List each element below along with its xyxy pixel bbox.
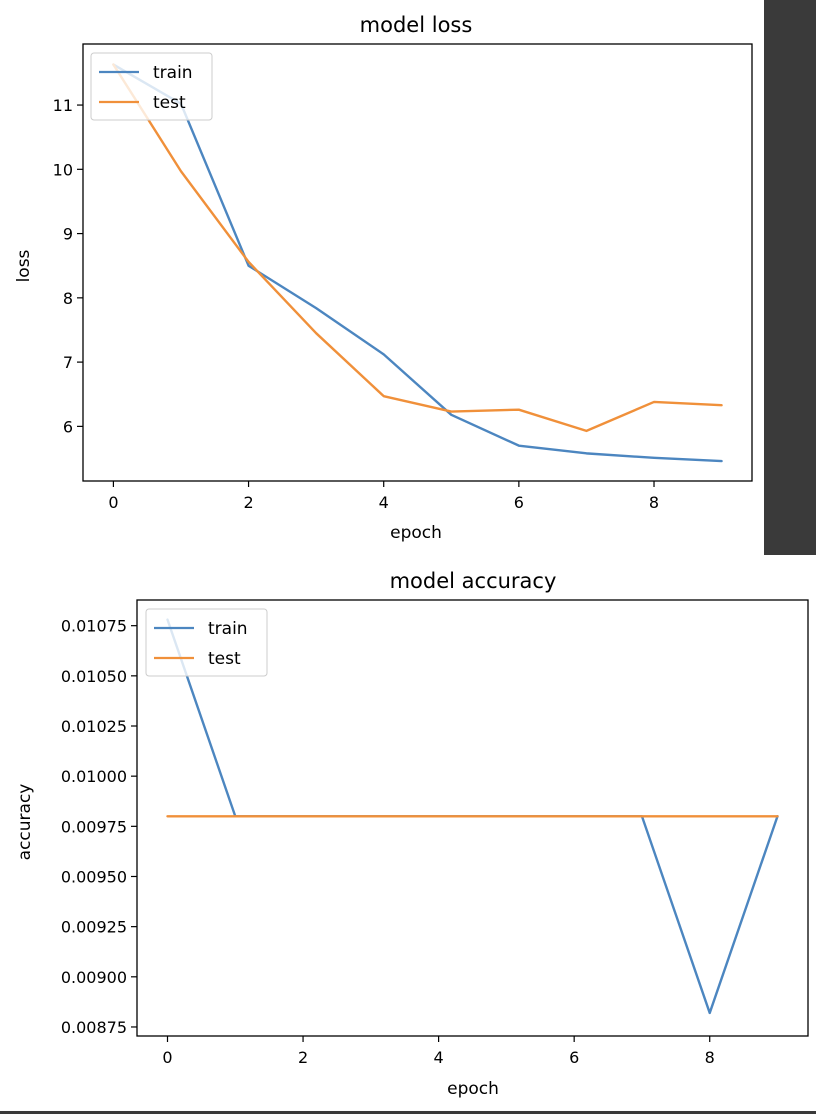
y-tick-label: 0.01075 (61, 617, 127, 636)
y-tick-label: 6 (63, 417, 73, 436)
series-line-train (112, 63, 723, 463)
x-tick-label: 6 (514, 493, 524, 512)
x-tick-label: 2 (243, 493, 253, 512)
legend-label-train: train (153, 63, 193, 83)
y-axis-label: accuracy (15, 784, 35, 861)
plot-frame (82, 43, 753, 482)
y-tick-label: 0.01000 (61, 767, 127, 786)
y-tick-label: 0.01025 (61, 717, 127, 736)
x-axis-label: epoch (390, 523, 442, 543)
x-tick-label: 4 (434, 1048, 444, 1067)
legend: train test (90, 52, 213, 121)
dark-side-panel (764, 0, 816, 555)
y-tick-label: 0.00925 (61, 918, 127, 937)
chart-title: model accuracy (390, 569, 557, 593)
legend-box (90, 52, 213, 121)
series-line-test (112, 63, 723, 433)
legend-box (145, 608, 268, 677)
y-tick-label: 7 (63, 353, 73, 372)
y-tick-label: 9 (63, 225, 73, 244)
y-axis-label: loss (14, 249, 34, 282)
legend: train test (145, 608, 268, 677)
y-tick-label: 0.00875 (61, 1018, 127, 1037)
bottom-divider (0, 1111, 816, 1114)
y-tick-label: 8 (63, 289, 73, 308)
legend-label-test: test (208, 649, 241, 669)
series-lines (112, 63, 723, 463)
x-tick-label: 0 (162, 1048, 172, 1067)
loss-chart: model loss epoch loss 0 2 4 6 8 6 7 8 9 10 11 tra… (14, 13, 753, 543)
y-tick-label: 0.01050 (61, 667, 127, 686)
series-lines (166, 618, 779, 1015)
x-tick-label: 6 (569, 1048, 579, 1067)
x-ticks: 0 2 4 6 8 (108, 481, 659, 512)
y-tick-label: 0.00900 (61, 968, 127, 987)
x-tick-label: 2 (298, 1048, 308, 1067)
chart-title: model loss (360, 13, 473, 37)
x-tick-label: 0 (108, 493, 118, 512)
legend-label-test: test (153, 93, 186, 113)
y-tick-label: 11 (53, 96, 73, 115)
x-tick-label: 4 (379, 493, 389, 512)
x-tick-label: 8 (705, 1048, 715, 1067)
x-axis-label: epoch (447, 1079, 499, 1099)
y-ticks: 6 7 8 9 10 11 (53, 96, 83, 436)
x-ticks: 0 2 4 6 8 (162, 1036, 715, 1067)
y-ticks: 0.00875 0.00900 0.00925 0.00950 0.00975 0.010… (61, 617, 137, 1037)
x-tick-label: 8 (649, 493, 659, 512)
plot-frame (136, 599, 809, 1037)
legend-label-train: train (208, 619, 248, 639)
y-tick-label: 10 (53, 160, 73, 179)
y-tick-label: 0.00975 (61, 817, 127, 836)
y-tick-label: 0.00950 (61, 867, 127, 886)
